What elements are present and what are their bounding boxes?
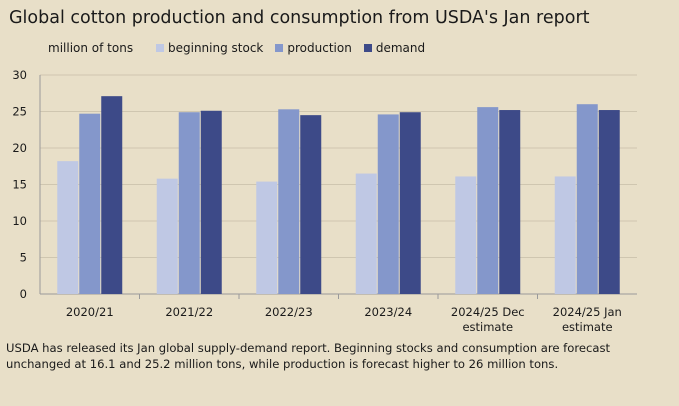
bar-production (178, 112, 200, 294)
bar-beginning-stock (455, 176, 477, 294)
bar-beginning-stock (156, 178, 178, 294)
bar-beginning-stock (57, 161, 79, 294)
legend-label: production (287, 41, 352, 55)
legend: beginning stock production demand (156, 41, 425, 55)
bar-production (377, 114, 399, 294)
bar-beginning-stock (355, 173, 377, 294)
legend-item-production: production (275, 41, 352, 55)
x-tick-label: estimate (462, 320, 513, 334)
bar-demand (101, 96, 123, 294)
bar-demand (200, 110, 222, 295)
x-tick-label: 2024/25 Jan (553, 305, 622, 319)
bar-production (576, 104, 598, 294)
legend-swatch (275, 44, 284, 52)
unit-label: million of tons (48, 41, 134, 55)
bar-production (278, 109, 300, 294)
x-tick-label: 2022/23 (265, 305, 313, 319)
legend-label: beginning stock (168, 41, 264, 55)
y-tick-label: 15 (12, 178, 27, 192)
y-tick-label: 25 (12, 105, 27, 119)
bar-demand (399, 112, 421, 294)
legend-label: demand (375, 41, 426, 55)
legend-item-demand: demand (363, 41, 426, 55)
legend-item-beginning-stock: beginning stock (156, 41, 263, 55)
bar-chart: 0 5 10 15 20 25 30 2020/21 2021/22 2022/23 2023/24… (12, 68, 637, 334)
x-tick-label: 2024/25 Dec (451, 305, 525, 319)
caption: USDA has released its Jan global supply-… (6, 341, 611, 371)
bar-beginning-stock (256, 181, 278, 294)
x-tick-label: estimate (562, 320, 613, 334)
chart-title: Global cotton production and consumption… (9, 8, 590, 28)
bar-demand (598, 110, 620, 294)
x-tick-label: 2023/24 (364, 305, 412, 319)
bar-demand (300, 115, 322, 295)
bar-production (477, 107, 499, 295)
y-tick-label: 30 (12, 68, 27, 82)
x-tick-label: 2021/22 (165, 305, 213, 319)
legend-swatch (363, 44, 372, 52)
y-tick-label: 5 (20, 251, 27, 265)
bar-demand (499, 110, 521, 294)
bar-beginning-stock (554, 176, 576, 294)
bar-production (79, 113, 101, 294)
y-tick-label: 20 (12, 141, 27, 155)
y-tick-label: 10 (12, 214, 27, 228)
x-tick-label: 2020/21 (66, 305, 114, 319)
y-tick-label: 0 (20, 287, 27, 301)
legend-swatch (156, 44, 164, 52)
